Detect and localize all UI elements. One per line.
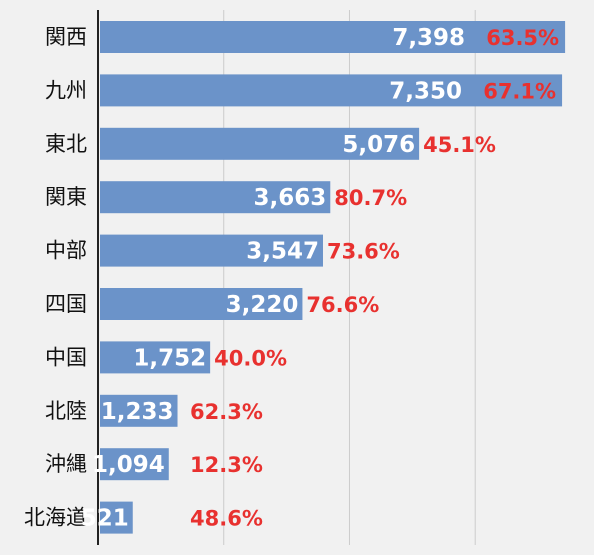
bars <box>100 21 566 534</box>
value-label: 1,233 <box>101 399 174 425</box>
value-label: 7,350 <box>389 78 462 104</box>
percent-label: 67.1% <box>483 79 556 103</box>
percent-label: 76.6% <box>306 293 379 317</box>
value-label: 5,076 <box>342 132 415 158</box>
category-label: 関西 <box>45 25 87 49</box>
bar <box>100 448 169 481</box>
bar <box>100 74 563 107</box>
category-label: 中国 <box>45 345 87 369</box>
percent-label: 80.7% <box>334 186 407 210</box>
value-label: 3,663 <box>254 185 327 211</box>
value-label: 3,220 <box>226 292 299 318</box>
percent-label: 73.6% <box>327 240 400 264</box>
value-label: 1,752 <box>133 345 206 371</box>
value-label: 7,398 <box>392 25 465 51</box>
category-label: 中部 <box>45 239 87 263</box>
bar <box>100 288 303 320</box>
category-label: 沖縄 <box>45 452 87 476</box>
percent-label: 45.1% <box>423 133 496 157</box>
bar <box>100 234 323 267</box>
percent-label: 62.3% <box>190 400 263 424</box>
category-label: 関東 <box>45 185 87 209</box>
percent-label: 40.0% <box>214 346 287 370</box>
category-label: 九州 <box>45 78 87 102</box>
category-label: 東北 <box>45 132 87 156</box>
value-label: 521 <box>81 506 129 532</box>
value-label: 1,094 <box>92 452 165 478</box>
category-label: 四国 <box>45 292 87 316</box>
bar <box>100 181 331 214</box>
category-label: 北陸 <box>45 399 87 423</box>
percent-label: 63.5% <box>486 26 559 50</box>
category-label: 北海道 <box>24 506 87 530</box>
bar <box>100 341 211 374</box>
bar <box>100 394 178 427</box>
bar <box>100 21 566 53</box>
percent-label: 12.3% <box>190 453 263 477</box>
value-label: 3,547 <box>246 239 319 265</box>
labels: 関西 7,398 63.5% 九州 7,350 67.1% 東北 5,076 45.1% 関東 3,… <box>24 25 559 532</box>
percent-label: 48.6% <box>190 507 263 531</box>
bar <box>100 501 133 534</box>
bar <box>100 127 420 160</box>
